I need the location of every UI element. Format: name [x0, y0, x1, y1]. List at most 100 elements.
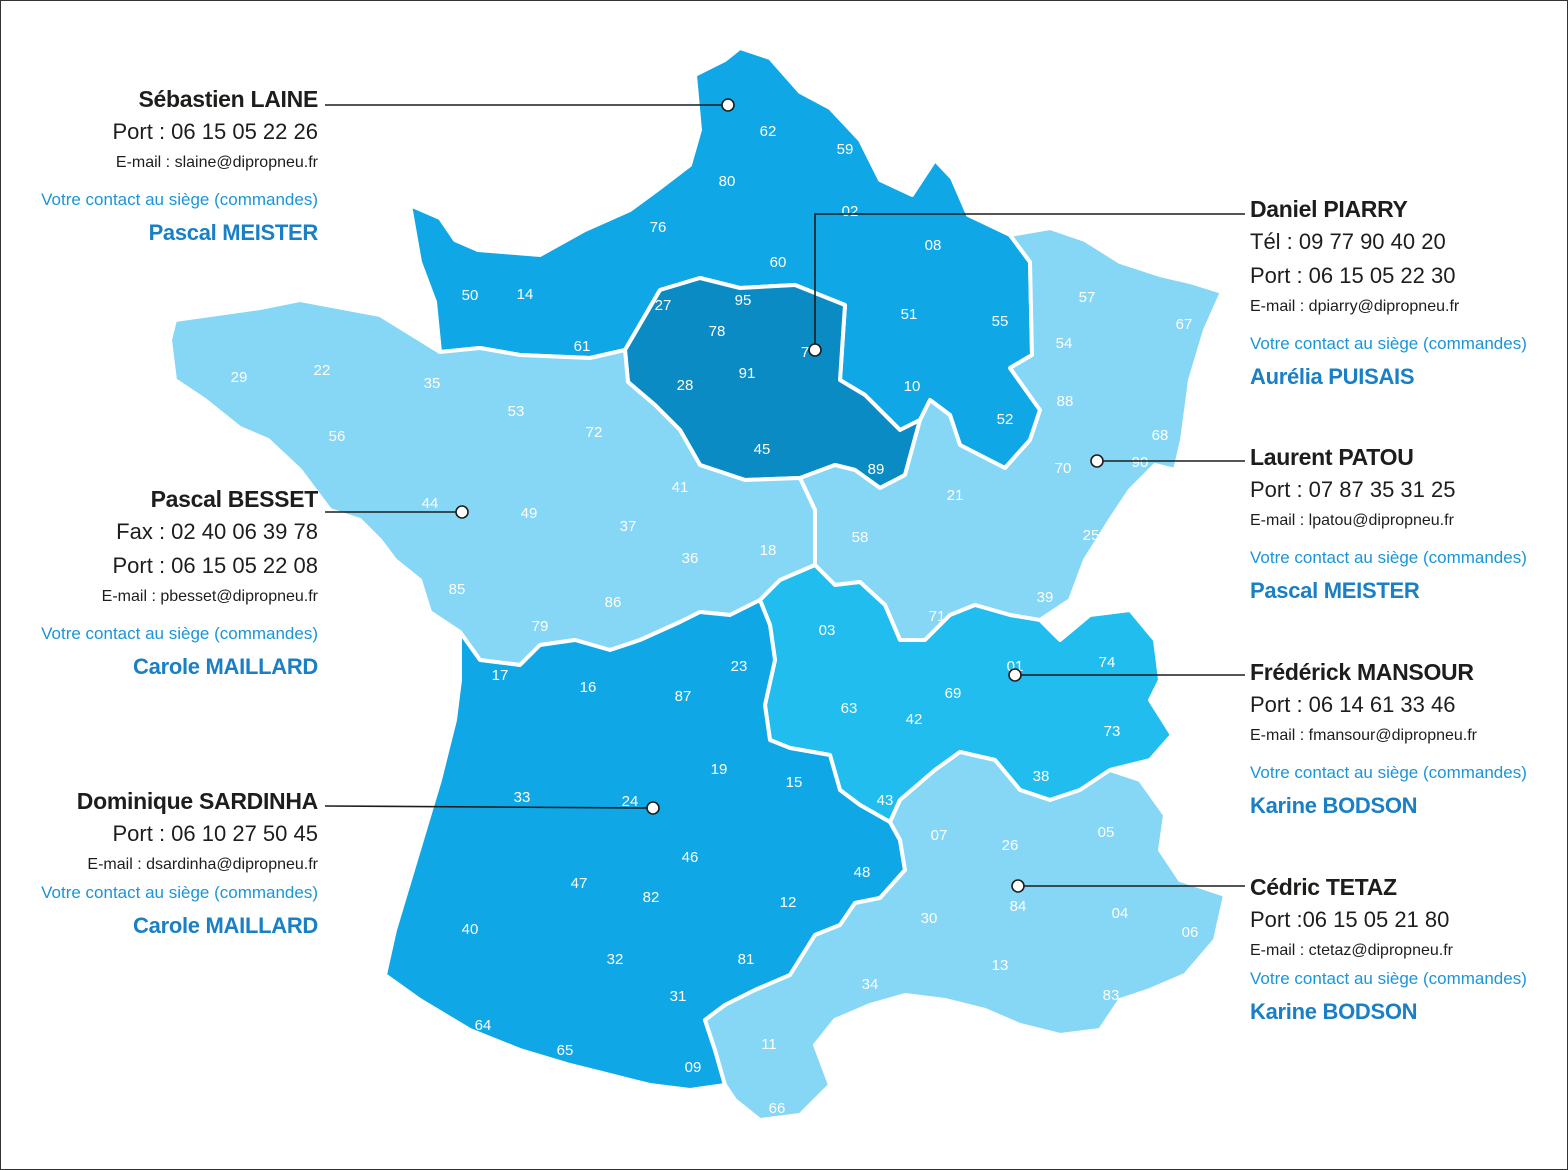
department-label-30: 30 — [921, 910, 938, 927]
department-label-73: 73 — [1104, 723, 1121, 740]
location-marker-mansour[interactable] — [1008, 668, 1022, 682]
contact-email[interactable]: E-mail : slaine@dipropneu.fr — [115, 154, 318, 171]
contact-email[interactable]: E-mail : ctetaz@dipropneu.fr — [1250, 942, 1453, 959]
department-label-72: 72 — [586, 424, 603, 441]
department-label-42: 42 — [906, 711, 923, 728]
department-label-64: 64 — [475, 1017, 492, 1034]
department-label-12: 12 — [780, 894, 797, 911]
contact-name: Dominique SARDINHA — [76, 788, 319, 814]
contact-phone: Tél : 09 77 90 40 20 — [1250, 229, 1446, 254]
department-label-79: 79 — [532, 618, 549, 635]
department-label-02: 02 — [842, 203, 859, 220]
department-label-09: 09 — [685, 1059, 702, 1076]
contact-name: Frédérick MANSOUR — [1250, 659, 1474, 685]
department-label-07: 07 — [931, 827, 948, 844]
department-label-70: 70 — [1055, 460, 1072, 477]
hq-contact-name: Aurélia PUISAIS — [1250, 364, 1415, 389]
department-label-61: 61 — [574, 338, 591, 355]
hq-contact-label: Votre contact au siège (commandes) — [41, 883, 318, 902]
department-label-76: 76 — [650, 219, 667, 236]
department-label-39: 39 — [1037, 589, 1054, 606]
department-label-95: 95 — [735, 292, 752, 309]
hq-contact-label: Votre contact au siège (commandes) — [41, 190, 318, 209]
hq-contact-name: Karine BODSON — [1250, 999, 1418, 1024]
hq-contact-name: Karine BODSON — [1250, 793, 1418, 818]
location-marker-patou[interactable] — [1090, 454, 1104, 468]
contact-card-besset: Pascal BESSET Fax : 02 40 06 39 78 Port … — [0, 488, 318, 686]
hq-contact-label: Votre contact au siège (commandes) — [41, 624, 318, 643]
department-label-62: 62 — [760, 123, 777, 140]
contact-card-mansour: Frédérick MANSOUR Port : 06 14 61 33 46 … — [1250, 661, 1560, 825]
hq-contact-label: Votre contact au siège (commandes) — [1250, 334, 1527, 353]
department-label-63: 63 — [841, 700, 858, 717]
contact-phone: Port : 06 15 05 22 08 — [112, 553, 319, 578]
department-label-71: 71 — [929, 608, 946, 625]
contact-phone: Port : 07 87 35 31 25 — [1250, 477, 1456, 502]
department-label-47: 47 — [571, 875, 588, 892]
department-label-51: 51 — [901, 306, 918, 323]
department-label-24: 24 — [622, 793, 639, 810]
department-label-41: 41 — [672, 479, 689, 496]
contact-card-sardinha: Dominique SARDINHA Port : 06 10 27 50 45… — [0, 790, 318, 945]
department-label-28: 28 — [677, 377, 694, 394]
department-label-40: 40 — [462, 921, 479, 938]
department-label-45: 45 — [754, 441, 771, 458]
department-label-31: 31 — [670, 988, 687, 1005]
department-label-34: 34 — [862, 976, 879, 993]
department-label-67: 67 — [1176, 316, 1193, 333]
department-label-89: 89 — [868, 461, 885, 478]
department-label-49: 49 — [521, 505, 538, 522]
department-label-05: 05 — [1098, 824, 1115, 841]
location-marker-laine[interactable] — [721, 98, 735, 112]
leader-line-piarry — [814, 213, 1245, 350]
department-label-55: 55 — [992, 313, 1009, 330]
department-label-29: 29 — [231, 369, 248, 386]
department-label-33: 33 — [514, 789, 531, 806]
contact-card-laine: Sébastien LAINE Port : 06 15 05 22 26 E-… — [0, 88, 318, 252]
contact-email[interactable]: E-mail : lpatou@dipropneu.fr — [1250, 512, 1454, 529]
contact-email[interactable]: E-mail : fmansour@dipropneu.fr — [1250, 727, 1477, 744]
contact-card-piarry: Daniel PIARRY Tél : 09 77 90 40 20 Port … — [1250, 198, 1560, 396]
contact-email[interactable]: E-mail : pbesset@dipropneu.fr — [101, 588, 318, 605]
location-marker-piarry[interactable] — [808, 343, 822, 357]
department-label-84: 84 — [1010, 898, 1027, 915]
hq-contact-name: Carole MAILLARD — [133, 913, 318, 938]
department-label-86: 86 — [605, 594, 622, 611]
department-label-68: 68 — [1152, 427, 1169, 444]
contact-phone: Port : 06 15 05 22 26 — [112, 119, 319, 144]
department-label-11: 11 — [761, 1036, 777, 1053]
department-label-08: 08 — [925, 237, 942, 254]
department-label-46: 46 — [682, 849, 699, 866]
contact-phone: Port :06 15 05 21 80 — [1250, 907, 1450, 932]
department-label-23: 23 — [731, 658, 748, 675]
department-label-37: 37 — [620, 518, 637, 535]
department-label-60: 60 — [770, 254, 787, 271]
department-label-21: 21 — [947, 487, 964, 504]
department-label-35: 35 — [424, 375, 441, 392]
location-marker-tetaz[interactable] — [1011, 879, 1025, 893]
department-label-06: 06 — [1182, 924, 1199, 941]
hq-contact-label: Votre contact au siège (commandes) — [1250, 969, 1527, 988]
department-label-32: 32 — [607, 951, 624, 968]
department-label-36: 36 — [682, 550, 699, 567]
contact-name: Pascal BESSET — [150, 486, 319, 512]
contact-name: Laurent PATOU — [1250, 444, 1414, 470]
department-label-27: 27 — [655, 297, 672, 314]
location-marker-sardinha[interactable] — [646, 801, 660, 815]
contact-phone: Port : 06 10 27 50 45 — [112, 821, 319, 846]
department-label-80: 80 — [719, 173, 736, 190]
region-south-east — [703, 750, 1227, 1122]
department-label-25: 25 — [1083, 527, 1100, 544]
department-label-48: 48 — [854, 864, 871, 881]
department-label-88: 88 — [1057, 393, 1074, 410]
contact-email[interactable]: E-mail : dsardinha@dipropneu.fr — [87, 856, 318, 873]
department-label-74: 74 — [1099, 654, 1116, 671]
contact-email[interactable]: E-mail : dpiarry@dipropneu.fr — [1250, 298, 1460, 315]
department-label-78: 78 — [709, 323, 726, 340]
hq-contact-label: Votre contact au siège (commandes) — [1250, 763, 1527, 782]
location-marker-besset[interactable] — [455, 505, 469, 519]
department-label-83: 83 — [1103, 987, 1120, 1004]
contact-name: Cédric TETAZ — [1250, 874, 1397, 900]
department-label-38: 38 — [1033, 768, 1050, 785]
